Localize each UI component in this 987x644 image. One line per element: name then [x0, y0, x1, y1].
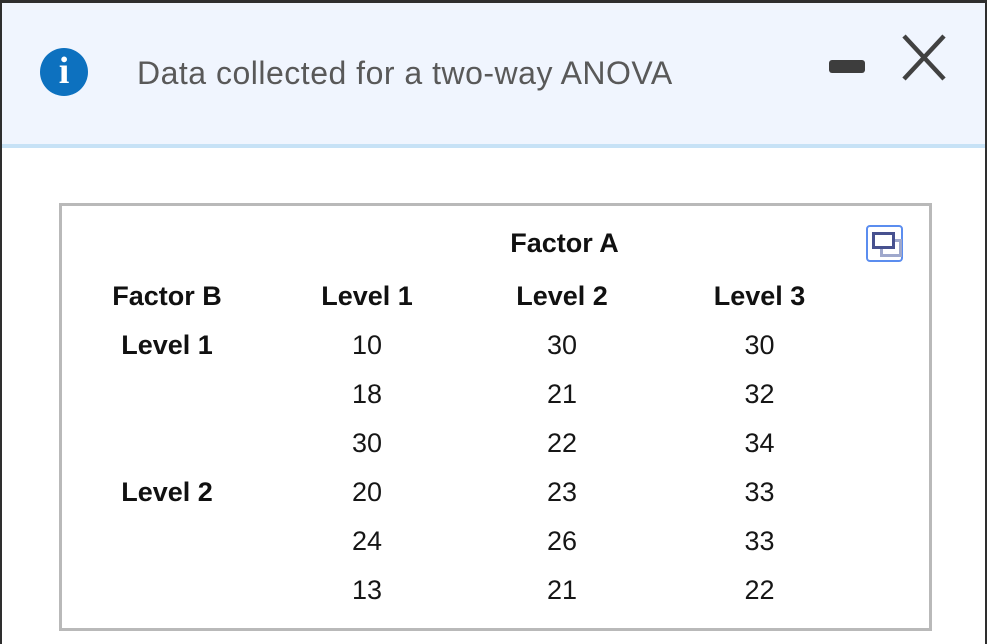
data-cell: 26: [546, 526, 578, 556]
data-cell: 22: [546, 428, 578, 458]
data-cell: 32: [744, 379, 775, 409]
data-cell: 24: [351, 526, 383, 556]
anova-data-table: Factor B Level 1 Level 2 Level 3 Level 1…: [62, 272, 857, 615]
row-label: [62, 419, 272, 468]
data-cell: 30: [546, 330, 578, 360]
data-cell: 33: [744, 526, 775, 556]
info-icon: i: [40, 48, 88, 96]
data-cell: 23: [546, 477, 578, 507]
data-cell: 21: [546, 575, 578, 605]
dialog-title: Data collected for a two-way ANOVA: [137, 55, 673, 91]
data-cell: 34: [744, 428, 775, 458]
close-button[interactable]: [896, 29, 952, 85]
column-header-level-3: Level 3: [713, 281, 806, 311]
data-cell: 33: [744, 477, 775, 507]
data-cell: 10: [351, 330, 383, 360]
close-icon: [902, 34, 946, 81]
copy-icon-front-rect: [872, 232, 895, 249]
dialog-body: Factor A Factor B Level 1 Level 2 Level …: [2, 148, 985, 644]
anova-data-panel: Factor A Factor B Level 1 Level 2 Level …: [59, 203, 932, 631]
factor-b-header: Factor B: [112, 281, 222, 311]
data-cell: 13: [351, 575, 383, 605]
factor-a-header: Factor A: [510, 228, 619, 258]
row-label: [62, 370, 272, 419]
row-label: [62, 566, 272, 615]
info-icon-glyph: i: [58, 50, 70, 92]
data-cell: 22: [744, 575, 775, 605]
copy-icon: [868, 227, 902, 260]
dialog-titlebar: i Data collected for a two-way ANOVA: [2, 3, 985, 148]
data-cell: 30: [351, 428, 383, 458]
data-cell: 18: [351, 379, 383, 409]
column-header-level-1: Level 1: [321, 281, 413, 311]
row-label: Level 2: [121, 477, 213, 507]
data-cell: 20: [351, 477, 383, 507]
data-cell: 21: [546, 379, 578, 409]
minimize-icon: [829, 60, 865, 73]
row-label: [62, 517, 272, 566]
row-label: Level 1: [121, 330, 213, 360]
minimize-button[interactable]: [817, 43, 877, 93]
copy-table-button[interactable]: [866, 225, 903, 262]
column-header-level-2: Level 2: [516, 281, 608, 311]
data-cell: 30: [744, 330, 775, 360]
